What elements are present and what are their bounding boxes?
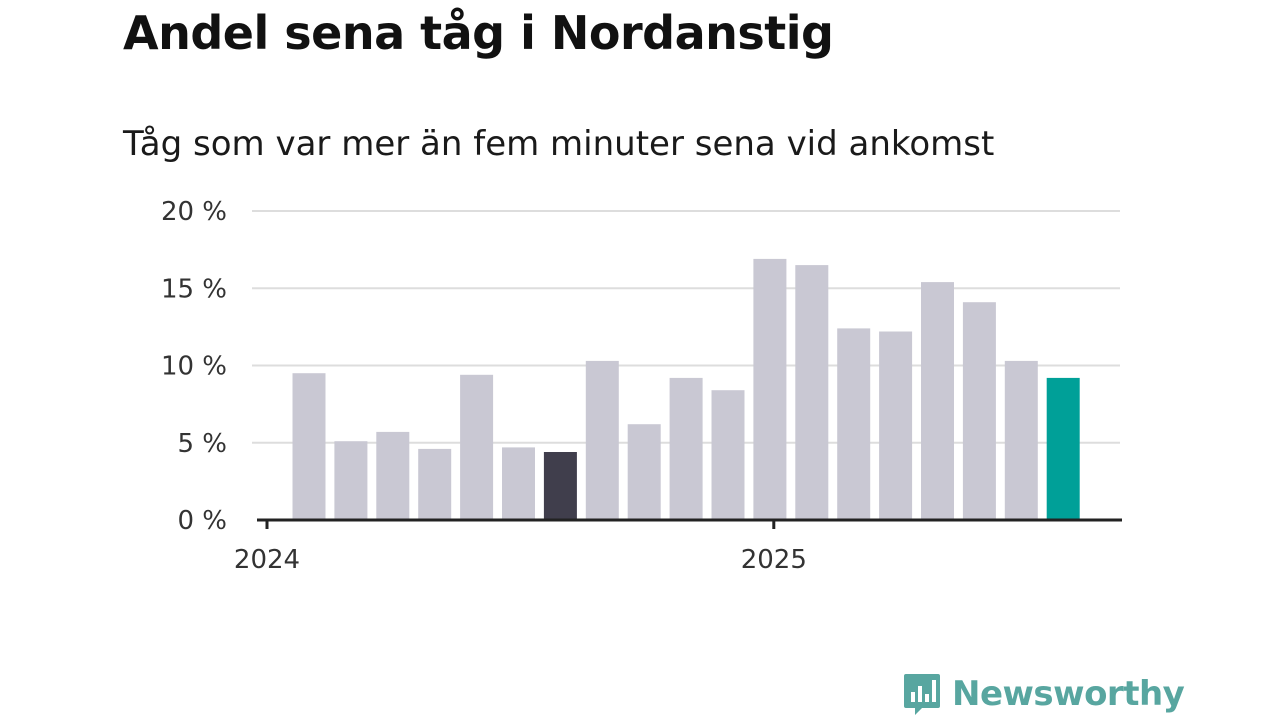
bar — [962, 302, 996, 520]
bar — [334, 441, 368, 520]
bar — [1004, 360, 1038, 520]
y-tick-label: 15 % — [161, 274, 227, 304]
bar — [921, 282, 954, 520]
x-tick-label: 2024 — [234, 545, 300, 575]
bars — [292, 258, 1080, 520]
newsworthy-logo-icon — [904, 674, 940, 715]
x-tick-label: 2025 — [741, 545, 807, 575]
newsworthy-logo: Newsworthy — [902, 672, 1185, 716]
bar — [711, 390, 745, 520]
y-tick-label: 10 % — [161, 352, 227, 382]
bar — [879, 331, 913, 520]
bar — [543, 452, 577, 520]
bar — [669, 377, 703, 520]
bar — [753, 258, 787, 520]
bar — [376, 431, 410, 520]
bar — [585, 360, 619, 520]
bar — [502, 447, 535, 520]
axes — [257, 518, 1122, 529]
bar — [1046, 377, 1080, 520]
bar — [795, 265, 829, 520]
bar — [292, 373, 326, 520]
bar — [418, 448, 452, 520]
chart-title: Andel sena tåg i Nordanstig — [123, 6, 834, 60]
y-tick-label: 0 % — [177, 506, 227, 536]
logo-text: Newsworthy — [952, 674, 1185, 714]
bar — [627, 424, 661, 520]
bar — [460, 374, 494, 520]
tick-labels: 0 % 5 % 10 % 15 % 20 % 2024 2025 — [161, 197, 807, 575]
y-tick-label: 5 % — [177, 429, 227, 459]
bar — [837, 328, 871, 520]
chart-subtitle: Tåg som var mer än fem minuter sena vid … — [123, 124, 995, 164]
y-tick-label: 20 % — [161, 197, 227, 227]
